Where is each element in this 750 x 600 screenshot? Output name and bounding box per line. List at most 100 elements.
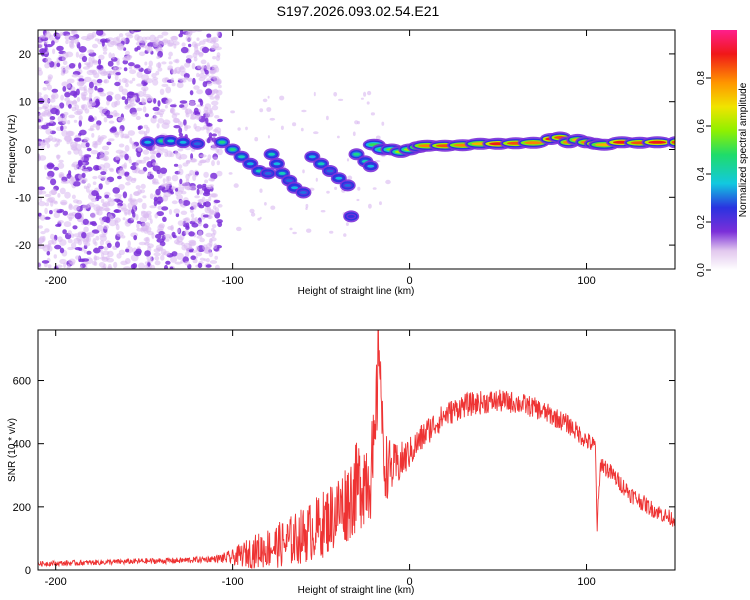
noise-blob <box>135 107 143 112</box>
noise-blob <box>116 61 120 66</box>
noise-blob <box>90 198 97 203</box>
noise-blob <box>60 180 67 184</box>
noise-blob <box>200 59 207 65</box>
noise-blob <box>195 245 200 252</box>
noise-blob <box>68 63 76 69</box>
noise-blob <box>204 69 209 75</box>
noise-blob <box>45 57 52 64</box>
noise-blob <box>57 220 64 224</box>
noise-blob <box>44 193 52 198</box>
noise-blob <box>57 236 63 243</box>
noise-blob <box>177 148 184 152</box>
noise-blob <box>78 119 83 127</box>
noise-blob <box>267 95 270 99</box>
noise-blob <box>106 141 112 146</box>
noise-blob <box>69 138 73 144</box>
noise-blob <box>141 97 145 104</box>
noise-blob <box>103 224 109 230</box>
noise-blob <box>326 190 330 194</box>
noise-blob <box>100 198 105 204</box>
noise-blob <box>205 258 210 263</box>
noise-blob <box>98 54 105 60</box>
noise-blob <box>181 42 186 47</box>
noise-blob <box>194 195 201 199</box>
noise-blob <box>215 264 220 269</box>
noise-blob <box>61 130 68 137</box>
noise-blob <box>57 115 63 123</box>
noise-blob <box>95 235 100 241</box>
noise-blob <box>211 100 219 106</box>
noise-blob <box>191 62 196 70</box>
noise-blob <box>158 231 165 236</box>
noise-blob <box>130 177 137 184</box>
noise-blob <box>99 235 107 242</box>
noise-blob <box>173 208 180 214</box>
noise-blob <box>81 258 90 262</box>
noise-blob <box>183 119 187 126</box>
noise-blob <box>167 67 173 71</box>
noise-blob <box>266 107 272 112</box>
noise-blob <box>84 108 90 114</box>
noise-blob <box>96 209 103 216</box>
noise-blob <box>137 90 144 98</box>
noise-blob <box>104 206 110 212</box>
noise-blob <box>313 131 319 135</box>
noise-blob <box>129 80 133 84</box>
noise-blob <box>141 202 147 210</box>
noise-blob <box>145 226 152 233</box>
noise-blob <box>157 173 163 179</box>
noise-blob <box>96 78 103 84</box>
noise-blob <box>38 67 42 72</box>
noise-blob <box>189 209 194 213</box>
noise-blob <box>329 230 334 234</box>
noise-blob <box>196 37 200 41</box>
noise-blob <box>67 213 75 220</box>
noise-blob <box>179 178 183 185</box>
ridge-core <box>317 162 325 166</box>
noise-blob <box>163 191 172 198</box>
snr-y-tick-label: 200 <box>13 502 31 514</box>
noise-blob <box>198 76 206 82</box>
noise-blob <box>44 31 52 39</box>
noise-blob <box>259 188 263 193</box>
noise-blob <box>206 33 212 39</box>
noise-blob <box>184 260 190 266</box>
noise-blob <box>38 140 43 148</box>
noise-blob <box>65 39 69 45</box>
noise-blob <box>63 221 72 228</box>
ridge-core <box>179 140 187 144</box>
noise-blob <box>205 117 209 125</box>
noise-blob <box>167 225 174 230</box>
noise-blob <box>152 77 159 81</box>
noise-blob <box>205 232 213 238</box>
noise-blob <box>370 112 375 116</box>
noise-blob <box>211 193 218 198</box>
noise-blob <box>62 86 67 92</box>
noise-blob <box>43 94 49 100</box>
noise-blob <box>179 153 188 160</box>
noise-blob <box>49 116 56 121</box>
noise-blob <box>152 106 160 112</box>
noise-blob <box>74 38 79 45</box>
noise-blob <box>38 262 42 269</box>
noise-blob <box>175 190 179 196</box>
noise-blob <box>176 252 185 260</box>
noise-blob <box>133 95 138 101</box>
colorbar-gradient <box>711 30 737 270</box>
noise-blob <box>83 185 88 189</box>
noise-blob <box>166 150 173 158</box>
noise-blob <box>40 231 46 235</box>
noise-blob <box>115 149 124 154</box>
noise-blob <box>259 108 264 113</box>
noise-blob <box>74 212 82 220</box>
noise-blob <box>211 89 219 94</box>
noise-blob <box>70 261 75 266</box>
noise-blob <box>39 214 46 221</box>
noise-blob <box>214 115 220 119</box>
noise-blob <box>230 110 236 114</box>
noise-blob <box>72 99 77 107</box>
noise-blob <box>171 251 178 257</box>
noise-blob <box>62 210 68 216</box>
noise-blob <box>165 181 173 186</box>
noise-blob <box>47 170 55 178</box>
